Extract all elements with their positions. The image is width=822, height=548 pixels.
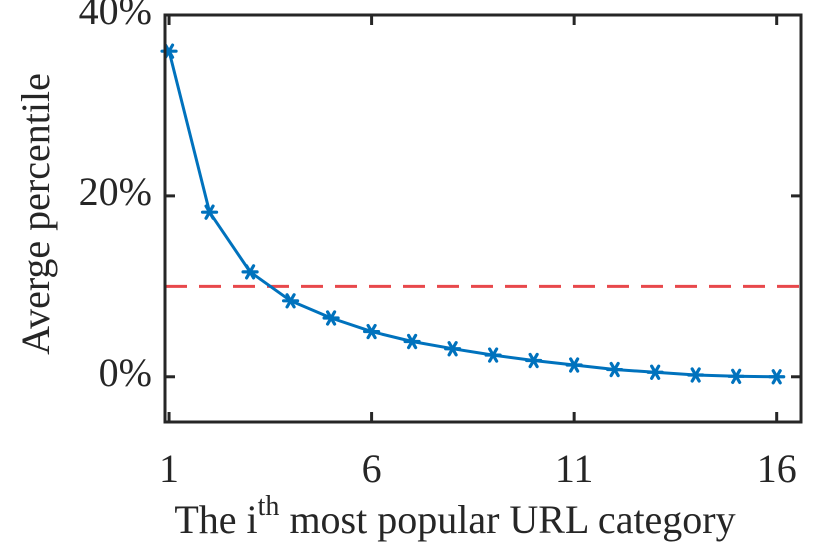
data-point bbox=[200, 204, 219, 220]
data-point bbox=[281, 293, 300, 309]
data-point bbox=[444, 341, 462, 357]
x-axis-label-suffix: most popular URL category bbox=[279, 497, 735, 542]
data-point bbox=[403, 333, 421, 350]
data-point bbox=[727, 368, 745, 384]
x-tick-label: 6 bbox=[362, 446, 382, 491]
data-point bbox=[525, 352, 543, 369]
data-point bbox=[565, 357, 583, 373]
plot-area bbox=[160, 43, 801, 385]
x-axis-label: The ith most popular URL category bbox=[174, 491, 735, 542]
data-point bbox=[484, 347, 502, 363]
data-point bbox=[606, 361, 624, 378]
axes-box bbox=[163, 13, 803, 424]
y-axis-label: Averge percentile bbox=[13, 73, 58, 355]
y-tick-label: 40% bbox=[79, 0, 152, 33]
x-axis-label-superscript: th bbox=[258, 491, 280, 522]
x-axis-label-prefix: The i bbox=[174, 497, 257, 542]
x-tick-label: 16 bbox=[757, 446, 797, 491]
series-line bbox=[167, 50, 777, 379]
y-tick-label: 0% bbox=[99, 350, 152, 395]
x-tick-label: 11 bbox=[555, 446, 594, 491]
x-tick-label: 1 bbox=[159, 446, 179, 491]
data-point bbox=[687, 367, 705, 383]
data-point bbox=[362, 323, 381, 340]
data-point bbox=[768, 369, 786, 385]
y-tick-label: 20% bbox=[79, 169, 152, 214]
data-point bbox=[646, 364, 664, 380]
axes: 1 6 11 160%20%40% bbox=[79, 0, 803, 491]
data-point bbox=[241, 264, 259, 280]
data-point bbox=[322, 310, 340, 326]
